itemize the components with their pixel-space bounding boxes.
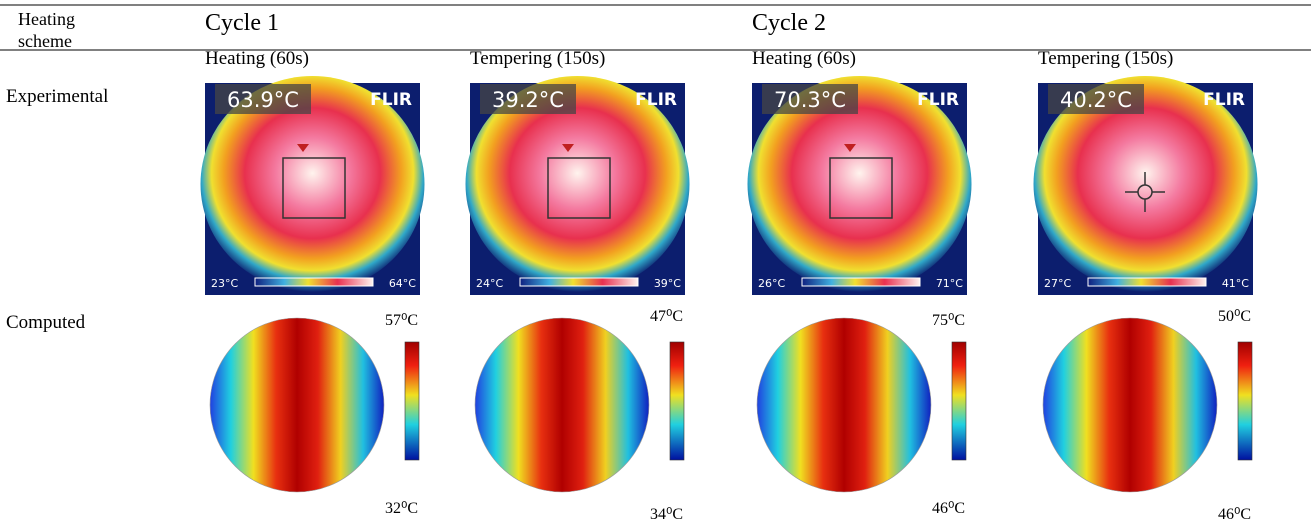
scale-max: 71°C [936, 277, 963, 290]
phase-header: Tempering (150s) [470, 48, 605, 70]
colorbar [952, 342, 966, 460]
scheme-header: Heating scheme [18, 8, 108, 52]
figure-graphics: 63.9°C FLIR 23°C 64°C 39.2°C FLIR 24°C 39°C 70.3… [0, 0, 1311, 532]
colorbar [405, 342, 419, 460]
computed-field [475, 318, 649, 492]
scale-bar [520, 278, 638, 286]
scale-min: 27°C [1044, 277, 1071, 290]
row-label: Computed [6, 312, 85, 334]
cycle-header: Cycle 2 [752, 10, 826, 37]
row-label: Experimental [6, 86, 108, 108]
reading: 39.2°C [492, 88, 564, 112]
colorbar-min: 46⁰C [1218, 504, 1251, 524]
phase-header: Heating (60s) [205, 48, 309, 70]
reading: 63.9°C [227, 88, 299, 112]
scale-min: 24°C [476, 277, 503, 290]
colorbar-min: 32⁰C [385, 498, 418, 518]
colorbar-max: 50⁰C [1218, 306, 1251, 326]
flir-logo: FLIR [370, 90, 412, 110]
phase-header: Heating (60s) [752, 48, 856, 70]
colorbar-max: 57⁰C [385, 310, 418, 330]
flir-logo: FLIR [917, 90, 959, 110]
scale-max: 64°C [389, 277, 416, 290]
scale-max: 41°C [1222, 277, 1249, 290]
colorbar-max: 75⁰C [932, 310, 965, 330]
computed-field [757, 318, 931, 492]
flir-logo: FLIR [635, 90, 677, 110]
scale-bar [255, 278, 373, 286]
colorbar [670, 342, 684, 460]
scale-bar [1088, 278, 1206, 286]
colorbar-min: 34⁰C [650, 504, 683, 524]
colorbar-min: 46⁰C [932, 498, 965, 518]
table-figure: 63.9°C FLIR 23°C 64°C 39.2°C FLIR 24°C 39°C 70.3… [0, 0, 1311, 532]
flir-logo: FLIR [1203, 90, 1245, 110]
reading: 70.3°C [774, 88, 846, 112]
scale-max: 39°C [654, 277, 681, 290]
phase-header: Tempering (150s) [1038, 48, 1173, 70]
computed-field [210, 318, 384, 492]
scale-min: 26°C [758, 277, 785, 290]
colorbar-max: 47⁰C [650, 306, 683, 326]
computed-field [1043, 318, 1217, 492]
cycle-header: Cycle 1 [205, 10, 279, 37]
scale-bar [802, 278, 920, 286]
colorbar [1238, 342, 1252, 460]
scale-min: 23°C [211, 277, 238, 290]
reading: 40.2°C [1060, 88, 1132, 112]
